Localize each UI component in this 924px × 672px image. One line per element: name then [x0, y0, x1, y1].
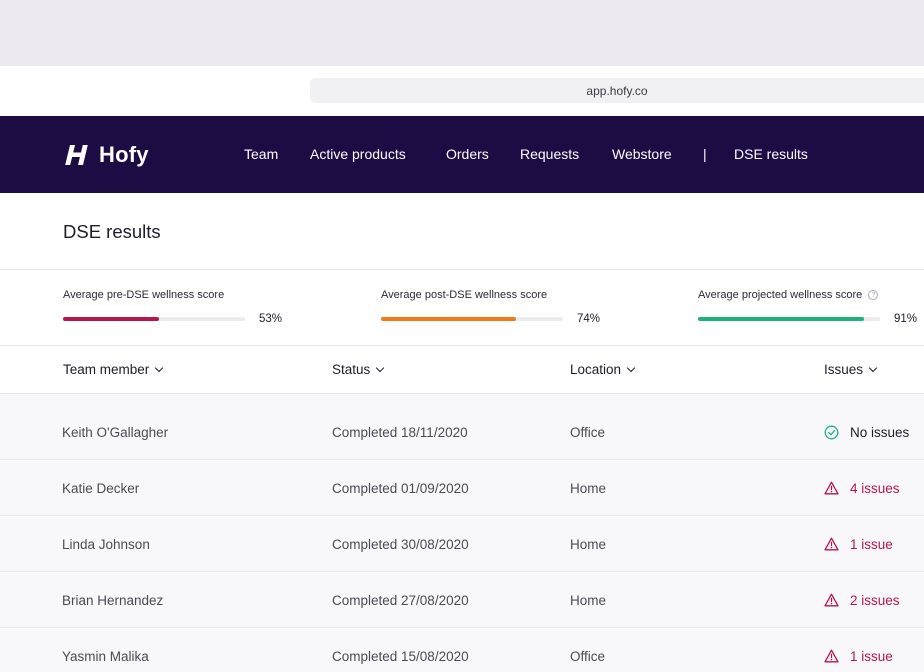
chevron-down-icon	[626, 363, 636, 372]
nav-separator: |	[703, 146, 707, 162]
issues-cell[interactable]: No issues	[824, 404, 909, 460]
table-row[interactable]: Brian Hernandez Completed 27/08/2020 Hom…	[0, 572, 924, 628]
projected-score-label: Average projected wellness score ?	[698, 289, 879, 301]
post-dse-progress-fill	[381, 317, 516, 321]
column-header-team-member[interactable]: Team member	[63, 362, 164, 377]
projected-score-text: Average projected wellness score	[698, 289, 863, 301]
url-bar[interactable]: app.hofy.co	[310, 78, 924, 103]
issues-text: 2 issues	[850, 592, 900, 608]
projected-score-value: 91%	[894, 313, 918, 325]
nav-item-orders[interactable]: Orders	[446, 146, 489, 162]
divider	[0, 269, 924, 270]
post-dse-progress-bar	[381, 317, 563, 321]
issues-text: 4 issues	[850, 480, 900, 496]
pre-dse-progress-bar	[63, 317, 245, 321]
check-circle-icon	[824, 425, 839, 439]
chevron-down-icon	[155, 363, 164, 372]
projected-progress-fill	[698, 317, 864, 321]
post-dse-score-label: Average post-DSE wellness score	[381, 289, 547, 301]
table-row[interactable]: Linda Johnson Completed 30/08/2020 Home …	[0, 516, 924, 572]
warning-triangle-icon	[824, 593, 839, 607]
status-text: Completed 30/08/2020	[332, 536, 469, 552]
nav-item-active-products[interactable]: Active products	[310, 146, 406, 162]
warning-triangle-icon	[824, 649, 839, 663]
column-header-label: Status	[332, 362, 371, 377]
info-icon[interactable]: ?	[868, 290, 879, 300]
column-header-issues[interactable]: Issues	[824, 362, 878, 377]
column-header-label: Issues	[824, 362, 864, 377]
nav-item-requests[interactable]: Requests	[520, 146, 580, 162]
table-row[interactable]: Katie Decker Completed 01/09/2020 Home 4…	[0, 460, 924, 516]
warning-triangle-icon	[824, 537, 839, 551]
pre-dse-score-value: 53%	[259, 313, 283, 325]
issues-cell[interactable]: 4 issues	[824, 460, 900, 516]
chevron-down-icon	[868, 363, 878, 372]
issues-cell[interactable]: 2 issues	[824, 572, 900, 628]
issues-text: No issues	[850, 424, 910, 440]
logo-text: Hofy	[99, 142, 149, 167]
nav-item-dse-results[interactable]: DSE results	[734, 146, 808, 162]
issues-text: 1 issue	[850, 536, 893, 552]
member-name: Linda Johnson	[62, 536, 150, 552]
chevron-down-icon	[376, 363, 385, 372]
issues-text: 1 issue	[850, 648, 893, 664]
hofy-logo[interactable]: Hofy	[64, 140, 149, 170]
status-text: Completed 15/08/2020	[332, 648, 469, 664]
location-text: Home	[570, 536, 607, 552]
member-name: Brian Hernandez	[62, 592, 164, 608]
divider	[0, 345, 924, 346]
pre-dse-progress-fill	[63, 317, 160, 321]
column-header-location[interactable]: Location	[570, 362, 636, 377]
status-text: Completed 01/09/2020	[332, 480, 469, 496]
status-text: Completed 18/11/2020	[332, 424, 468, 440]
warning-triangle-icon	[824, 481, 839, 495]
nav-item-webstore[interactable]: Webstore	[612, 146, 672, 162]
top-navbar: Hofy Team Active products Orders Request…	[0, 116, 924, 193]
member-name: Keith O'Gallagher	[62, 424, 169, 440]
location-text: Home	[570, 480, 607, 496]
browser-address-area: app.hofy.co	[0, 66, 924, 116]
location-text: Home	[570, 592, 607, 608]
nav-item-team[interactable]: Team	[244, 146, 279, 162]
member-name: Yasmin Malika	[62, 648, 149, 664]
post-dse-score-text: Average post-DSE wellness score	[381, 289, 548, 301]
divider	[0, 393, 924, 394]
hofy-logo-icon	[65, 145, 88, 165]
pre-dse-score-label: Average pre-DSE wellness score	[63, 289, 224, 301]
status-text: Completed 27/08/2020	[332, 592, 469, 608]
results-table-body: Keith O'Gallagher Completed 18/11/2020 O…	[0, 394, 924, 672]
projected-progress-bar	[698, 317, 880, 321]
page-title: DSE results	[63, 221, 161, 242]
url-text: app.hofy.co	[586, 83, 648, 98]
column-header-status[interactable]: Status	[332, 362, 385, 377]
post-dse-score-value: 74%	[577, 313, 601, 325]
issues-cell[interactable]: 1 issue	[824, 516, 893, 572]
location-text: Office	[570, 424, 606, 440]
table-row[interactable]: Yasmin Malika Completed 15/08/2020 Offic…	[0, 628, 924, 672]
issues-cell[interactable]: 1 issue	[824, 628, 893, 672]
table-row[interactable]: Keith O'Gallagher Completed 18/11/2020 O…	[0, 404, 924, 460]
column-header-label: Team member	[63, 362, 150, 377]
column-header-label: Location	[570, 362, 622, 377]
browser-top-chrome	[0, 0, 924, 66]
location-text: Office	[570, 648, 606, 664]
member-name: Katie Decker	[62, 480, 140, 496]
pre-dse-score-text: Average pre-DSE wellness score	[63, 289, 225, 301]
